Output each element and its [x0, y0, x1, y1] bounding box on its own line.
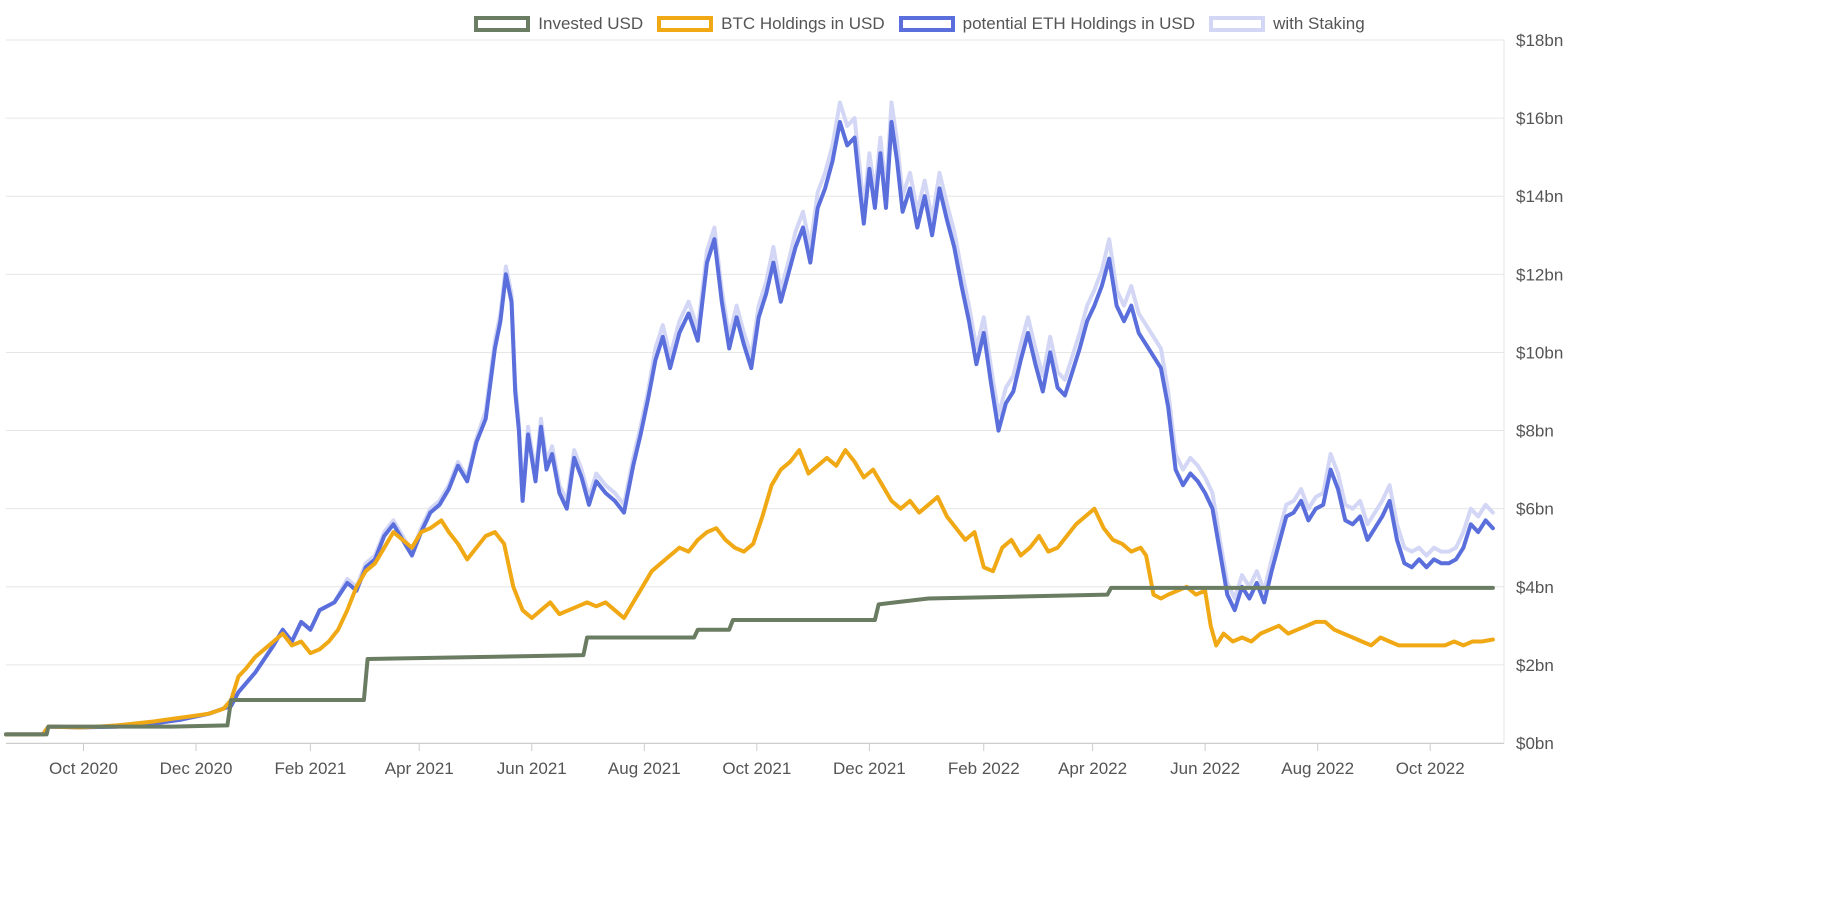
- y-tick-label-3: $6bn: [1516, 500, 1554, 519]
- x-tick-label-4: Jun 2021: [497, 759, 567, 778]
- y-tick-label-6: $12bn: [1516, 265, 1563, 284]
- y-tick-label-9: $18bn: [1516, 31, 1563, 50]
- legend-label-btc: BTC Holdings in USD: [721, 14, 885, 33]
- legend-swatch-eth: [898, 16, 955, 32]
- series-line-btc-holdings-in-usd[interactable]: [4, 448, 1495, 737]
- x-tick-label-6: Oct 2021: [722, 759, 791, 778]
- y-tick-label-1: $2bn: [1516, 656, 1554, 675]
- y-tick-label-7: $14bn: [1516, 187, 1563, 206]
- y-tick-label-5: $10bn: [1516, 343, 1563, 362]
- x-tick-label-2: Feb 2021: [274, 759, 346, 778]
- legend-label-invested: Invested USD: [538, 14, 644, 33]
- legend-item-eth[interactable]: potential ETH Holdings in USD: [898, 14, 1196, 34]
- x-tick-label-0: Oct 2020: [49, 759, 118, 778]
- series-line-with-staking[interactable]: [4, 100, 1495, 737]
- chart-legend: Invested USD BTC Holdings in USD potenti…: [0, 8, 1839, 40]
- y-tick-label-2: $4bn: [1516, 578, 1554, 597]
- legend-label-eth: potential ETH Holdings in USD: [962, 14, 1196, 33]
- gridlines: [6, 39, 1504, 744]
- legend-swatch-staking: [1209, 16, 1266, 32]
- series-line-invested-usd[interactable]: [4, 585, 1495, 737]
- legend-item-invested[interactable]: Invested USD: [474, 14, 643, 34]
- x-tick-label-8: Feb 2022: [948, 759, 1020, 778]
- y-tick-label-8: $16bn: [1516, 109, 1563, 128]
- y-tick-label-0: $0bn: [1516, 734, 1554, 753]
- legend-item-btc[interactable]: BTC Holdings in USD: [657, 14, 885, 34]
- x-tick-label-10: Jun 2022: [1170, 759, 1240, 778]
- x-tick-label-1: Dec 2020: [160, 759, 233, 778]
- legend-swatch-btc: [657, 16, 714, 32]
- y-tick-label-4: $8bn: [1516, 422, 1554, 441]
- x-tick-label-12: Oct 2022: [1396, 759, 1465, 778]
- x-tick-label-3: Apr 2021: [385, 759, 454, 778]
- x-tick-label-11: Aug 2022: [1281, 759, 1354, 778]
- x-tick-label-7: Dec 2021: [833, 759, 906, 778]
- axes: $0bn $2bn $4bn $6bn $8bn $10bn $12bn $14bn $16bn…: [6, 31, 1563, 778]
- series-lines: [4, 100, 1495, 737]
- x-tick-label-9: Apr 2022: [1058, 759, 1127, 778]
- legend-swatch-invested: [474, 16, 531, 32]
- legend-item-staking[interactable]: with Staking: [1209, 14, 1365, 34]
- series-line-potential-eth-holdings-in-usd[interactable]: [4, 120, 1495, 737]
- legend-label-staking: with Staking: [1273, 14, 1365, 33]
- x-tick-label-5: Aug 2021: [608, 759, 681, 778]
